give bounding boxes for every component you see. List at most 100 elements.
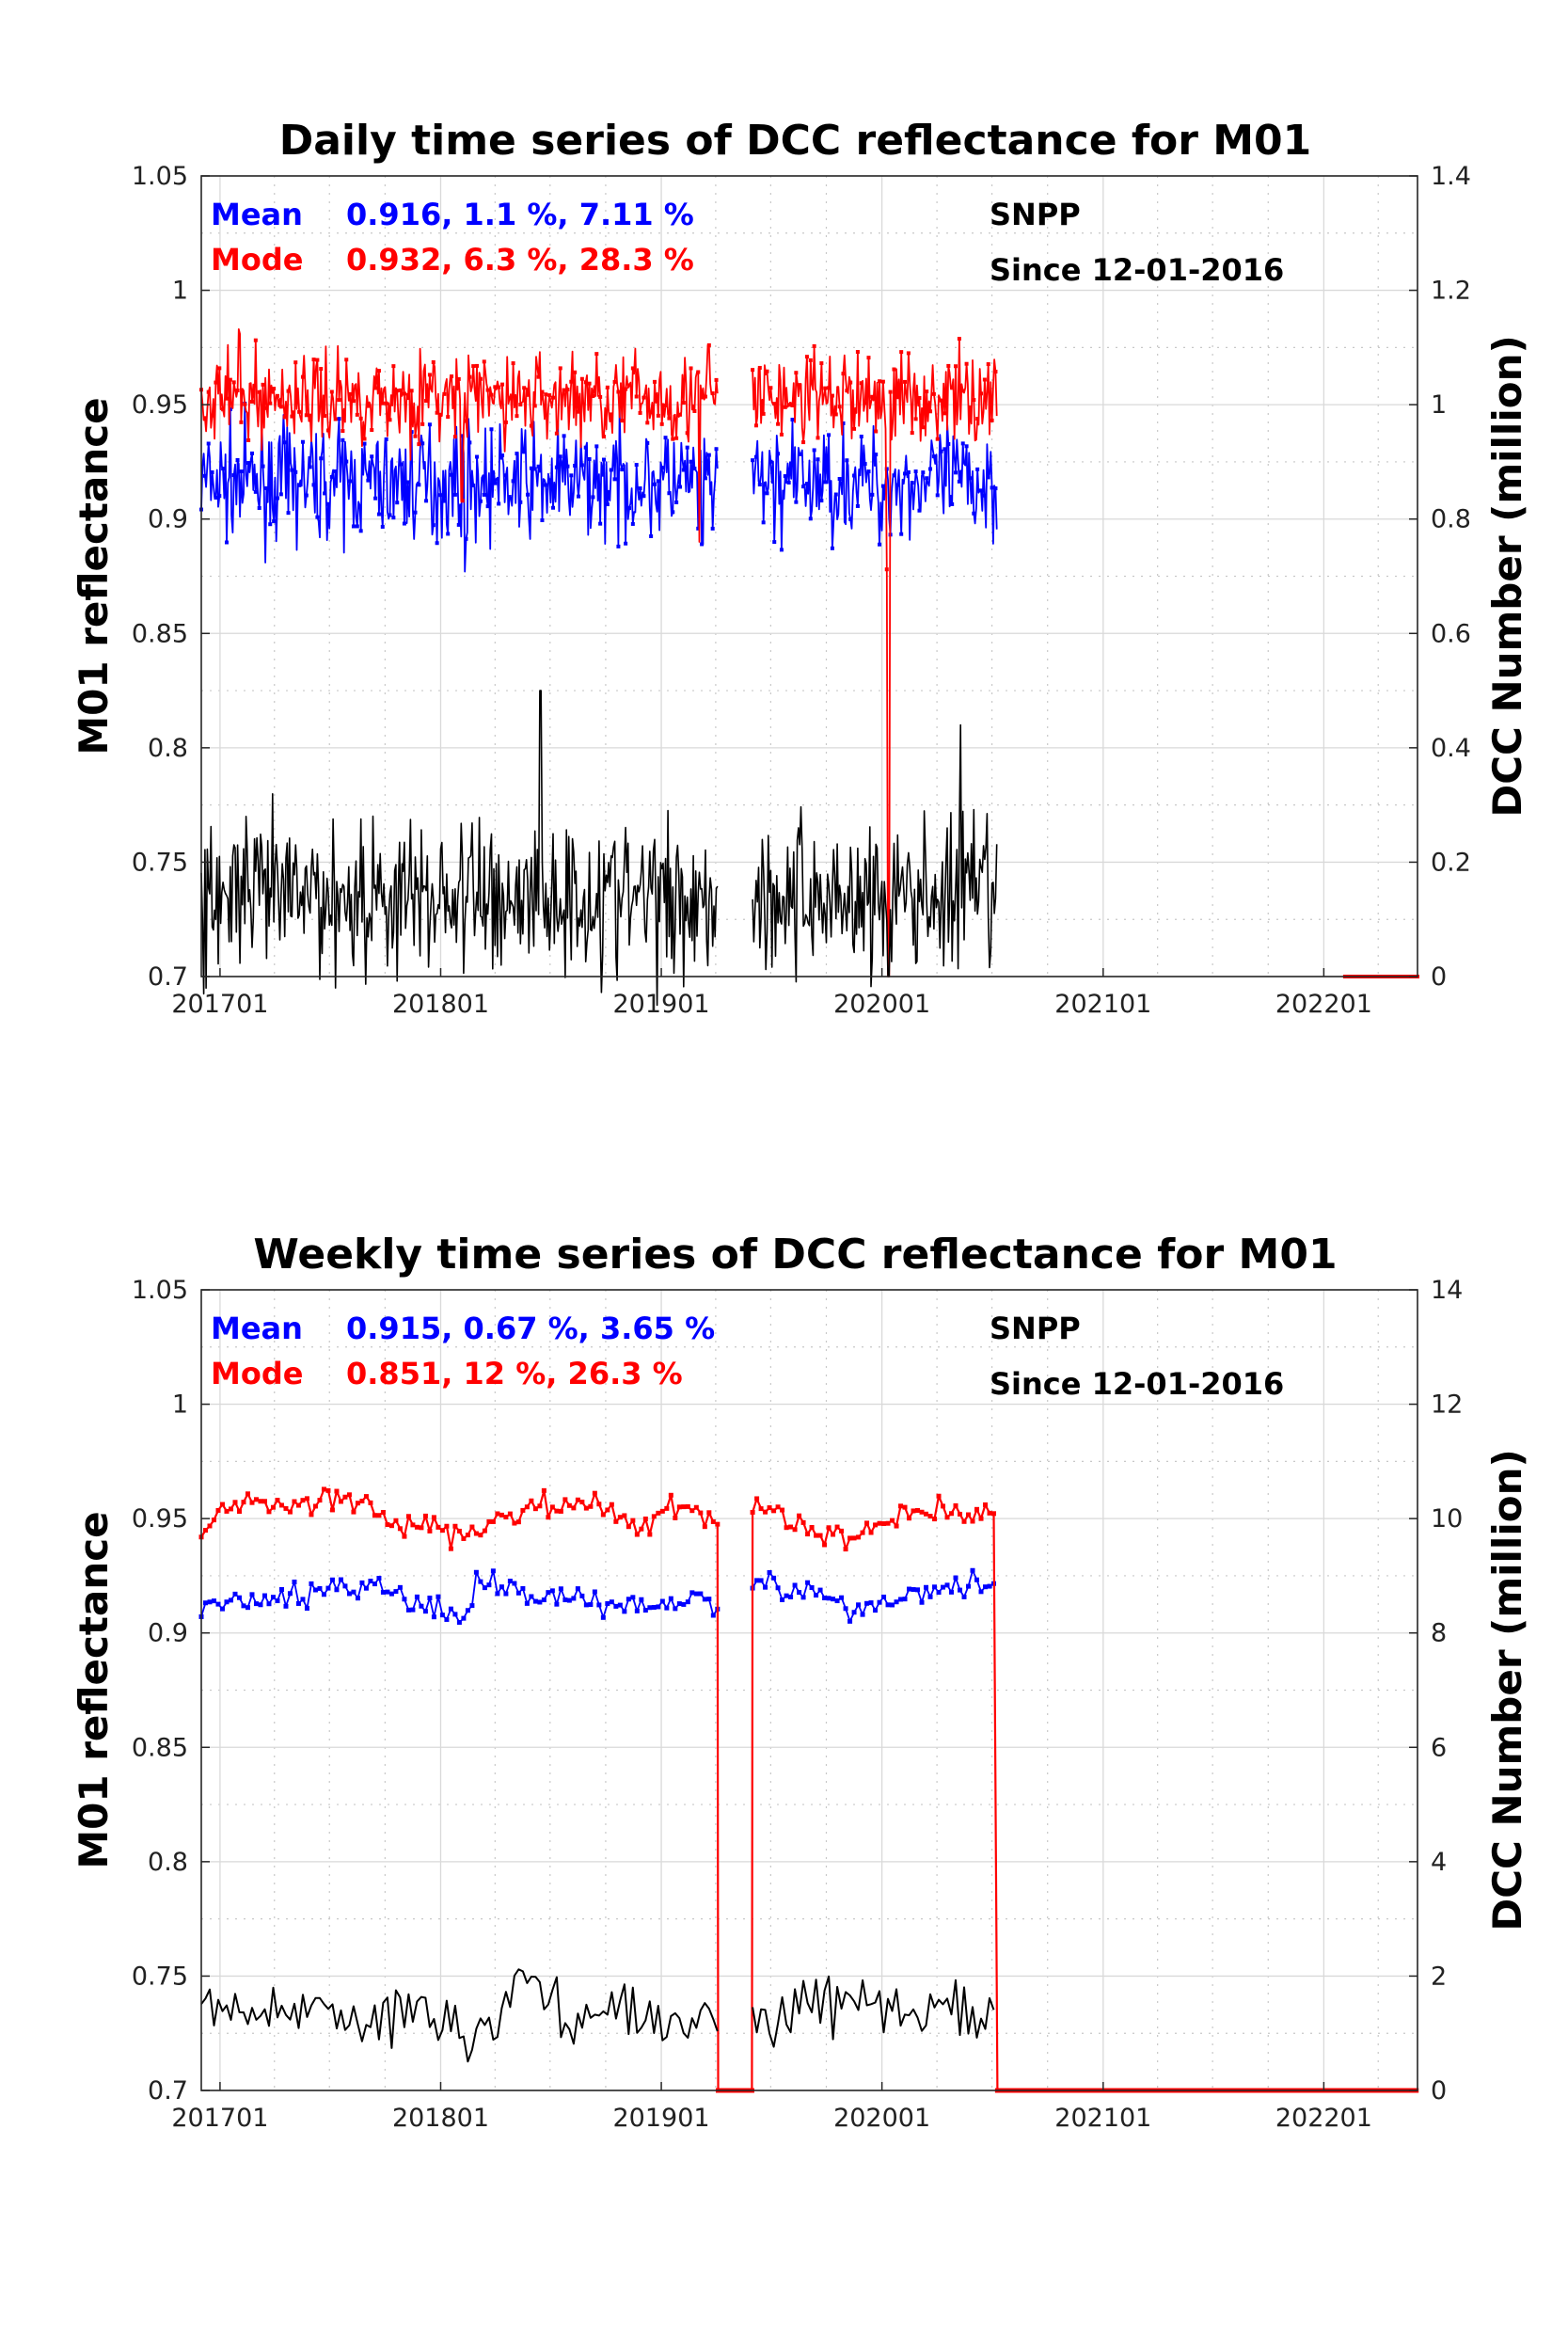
data-point [370, 454, 374, 459]
data-point [245, 1491, 250, 1497]
data-point [402, 1534, 407, 1539]
data-point [341, 437, 345, 442]
data-point [890, 1518, 895, 1523]
data-point [895, 483, 900, 487]
data-point [656, 1604, 661, 1610]
data-point [515, 1519, 521, 1525]
data-point [558, 1508, 563, 1514]
data-point [444, 1616, 450, 1622]
data-point [206, 389, 211, 394]
data-point [664, 1505, 670, 1511]
data-point [790, 418, 795, 422]
data-point [518, 403, 523, 407]
data-point [515, 414, 519, 419]
data-point [309, 1581, 314, 1586]
data-point [448, 1546, 453, 1551]
data-point [311, 358, 316, 362]
data-point [609, 412, 613, 417]
data-point [431, 1614, 436, 1620]
data-point [761, 520, 766, 525]
data-point [438, 412, 443, 417]
y2-tick-label: 0.6 [1431, 619, 1471, 648]
data-point [750, 1509, 755, 1515]
data-point [968, 405, 973, 409]
data-point [878, 542, 882, 547]
data-point [431, 523, 436, 528]
data-point [676, 1601, 682, 1607]
data-point [547, 478, 552, 483]
data-point [758, 1506, 764, 1512]
data-point [775, 1585, 781, 1591]
data-point [880, 379, 885, 384]
data-point [592, 1490, 597, 1496]
data-point [304, 1605, 309, 1611]
data-point [790, 404, 795, 408]
data-point [609, 1502, 614, 1507]
data-point [987, 1583, 992, 1589]
data-point [297, 409, 302, 414]
data-point [473, 1531, 479, 1536]
data-point [464, 419, 468, 423]
data-point [957, 337, 961, 342]
data-point [583, 445, 588, 450]
data-point [911, 1587, 916, 1593]
data-point [667, 491, 672, 496]
data-point [532, 467, 537, 471]
data-point [693, 1591, 699, 1597]
data-point [598, 521, 603, 526]
data-point [460, 434, 465, 438]
data-point [232, 1591, 238, 1597]
data-point [808, 516, 813, 521]
data-point [826, 1525, 832, 1531]
data-point [664, 1605, 670, 1611]
data-point [692, 408, 697, 413]
y-tick-label: 0.9 [148, 505, 188, 534]
data-point [698, 1591, 704, 1597]
data-point [524, 1600, 530, 1606]
plot-area [201, 1290, 1418, 2090]
data-point [424, 399, 429, 404]
data-point [877, 1599, 882, 1605]
series-mean-segment-1-markers [199, 401, 719, 548]
y2-tick-label: 6 [1431, 1733, 1447, 1762]
data-point [784, 1593, 789, 1598]
data-point [202, 1528, 208, 1534]
data-point [924, 1584, 929, 1590]
data-point [239, 420, 244, 424]
data-point [642, 1516, 648, 1521]
data-point [620, 419, 625, 423]
data-point [329, 1507, 335, 1513]
data-point [579, 1500, 585, 1505]
data-point [714, 447, 719, 452]
y-tick-label: 1 [172, 1391, 188, 1420]
data-point [290, 468, 294, 472]
data-point [384, 437, 388, 441]
data-point [391, 516, 396, 520]
data-point [278, 405, 283, 409]
satellite-label: SNPP [990, 1311, 1081, 1346]
data-point [344, 358, 349, 362]
data-point [915, 1507, 921, 1513]
data-point [541, 1597, 546, 1603]
data-point [906, 469, 911, 474]
data-point [949, 1511, 955, 1517]
y-tick-label: 0.85 [132, 1733, 188, 1762]
data-point [801, 485, 806, 489]
data-point [562, 1497, 568, 1502]
data-point [362, 437, 367, 441]
data-point [630, 1518, 636, 1523]
data-point [700, 542, 705, 547]
data-point [863, 462, 867, 467]
data-point [228, 1597, 233, 1603]
mode-label: Mode [211, 242, 303, 278]
data-point [465, 1533, 470, 1538]
data-point [798, 452, 802, 456]
data-point [329, 389, 334, 394]
data-point [221, 467, 226, 471]
data-point [870, 492, 875, 497]
data-point [651, 1604, 657, 1610]
data-point [489, 427, 494, 432]
data-point [659, 1598, 665, 1604]
data-point [275, 393, 279, 398]
data-point [420, 441, 425, 446]
